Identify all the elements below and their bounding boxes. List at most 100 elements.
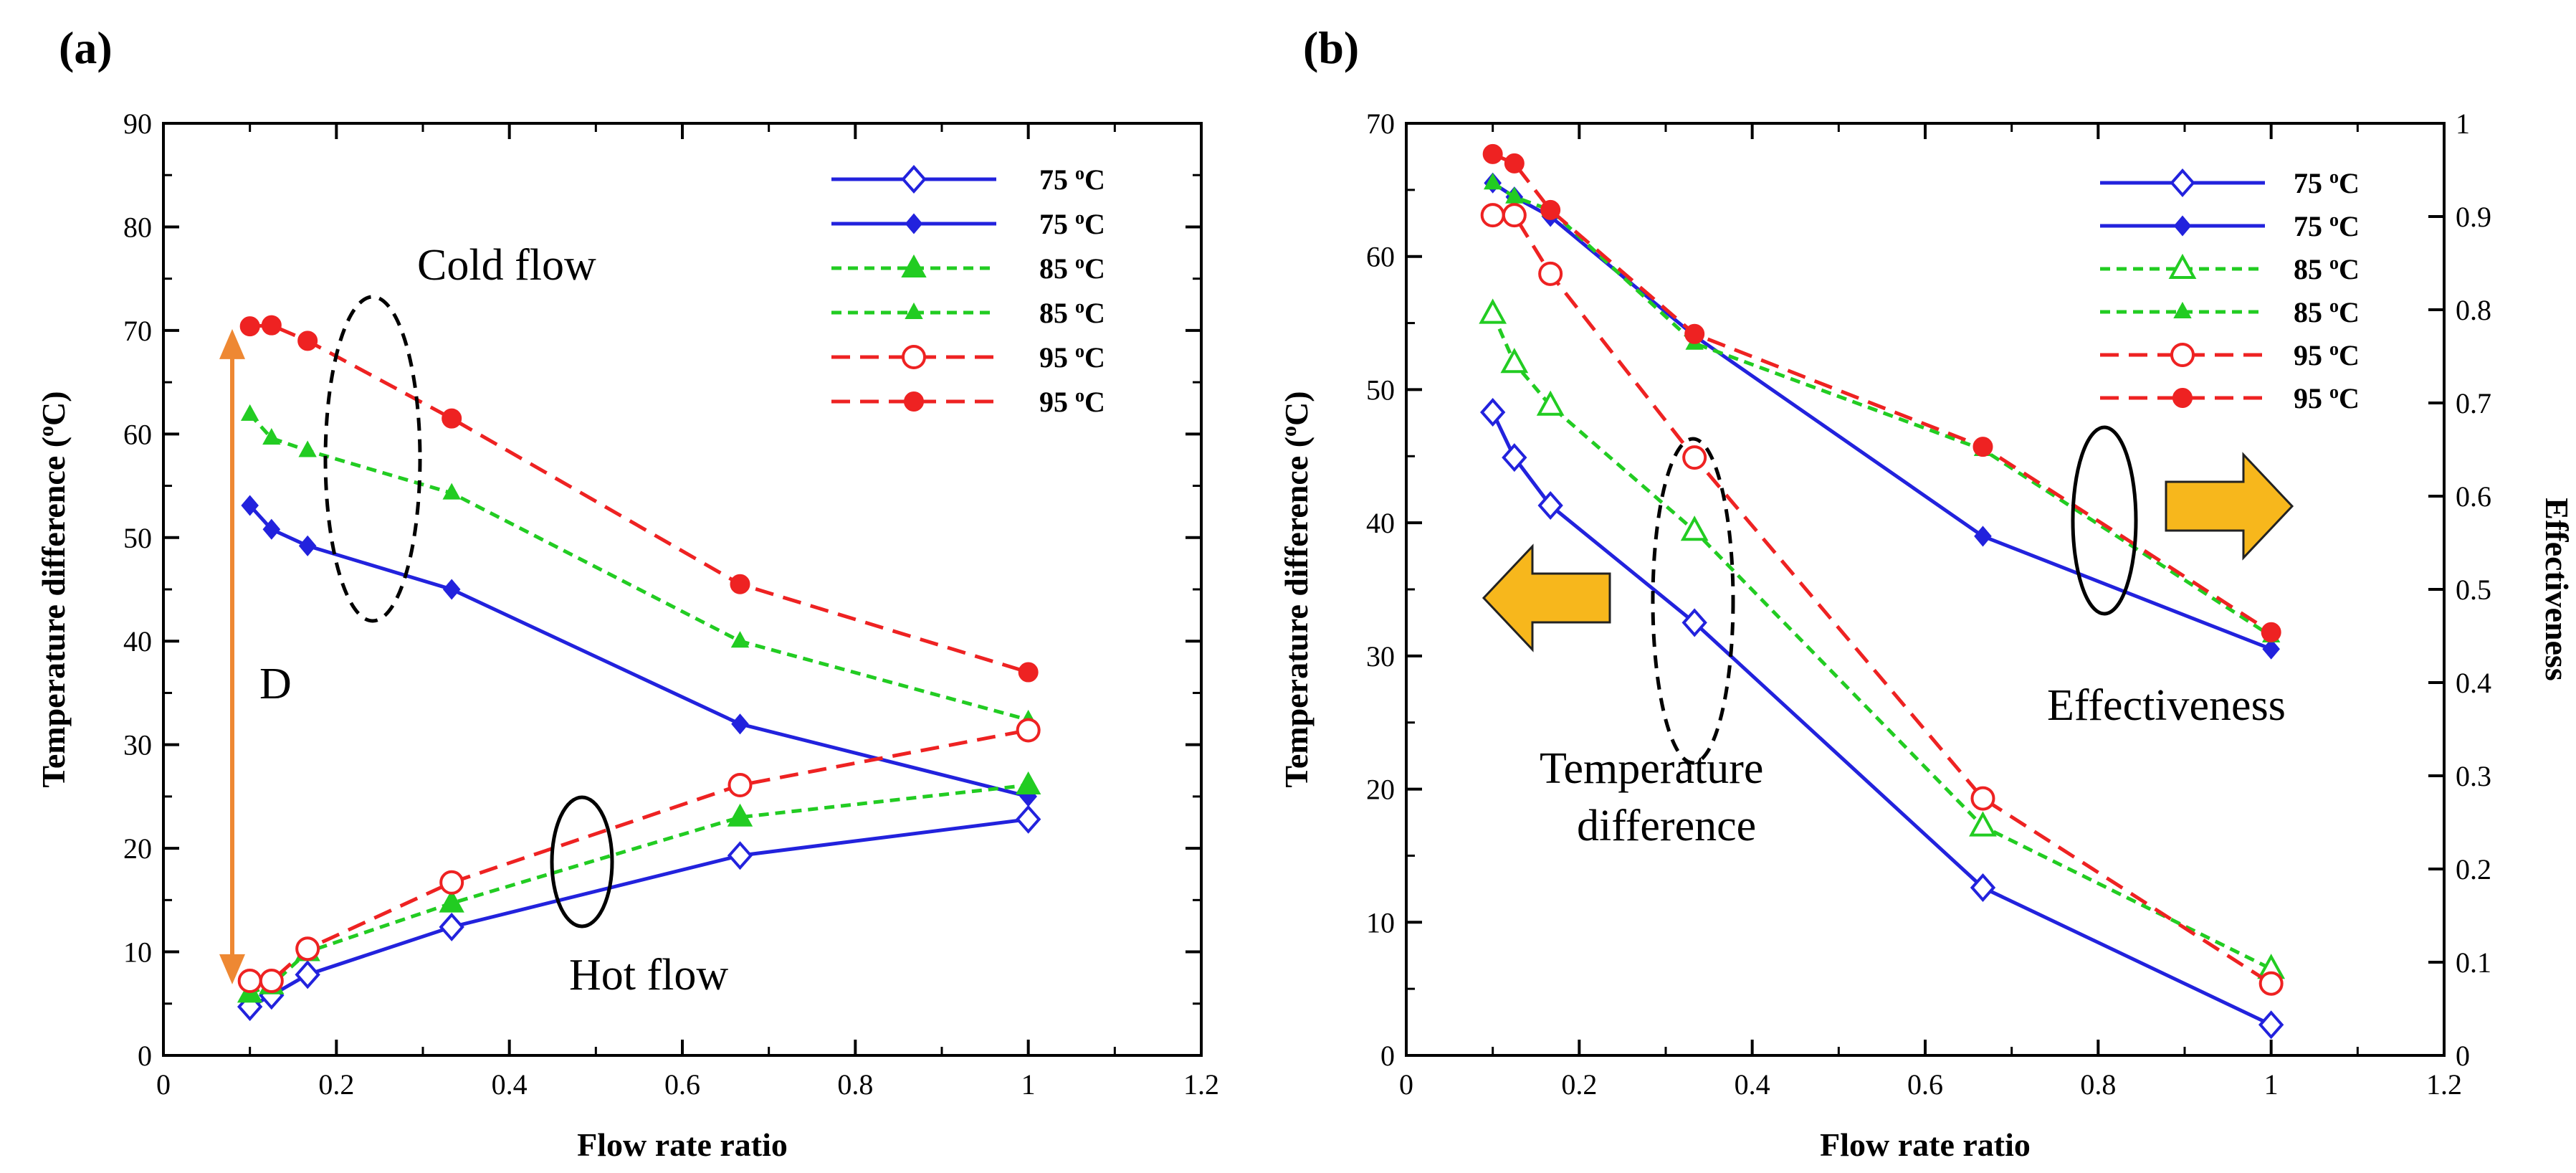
- data-point: [1018, 662, 1039, 683]
- data-point: [1684, 323, 1705, 344]
- x-tick-label: 1.2: [2426, 1068, 2462, 1101]
- legend-label-degree: o: [2329, 166, 2339, 187]
- legend-label: 95 oC: [2294, 381, 2360, 415]
- legend-label-unit: C: [1084, 341, 1105, 374]
- data-point: [1681, 608, 1707, 637]
- legend-marker: [901, 164, 927, 194]
- legend-label-unit: C: [2339, 167, 2360, 199]
- legend-label-degree: o: [2329, 295, 2339, 316]
- legend-label-temp: 95: [1039, 386, 1075, 418]
- data-point: [1969, 811, 1997, 837]
- legend-label: 75 oC: [2294, 209, 2360, 243]
- hot-flow-ellipse: [550, 795, 614, 929]
- data-point: [2258, 1010, 2284, 1040]
- legend-label-unit: C: [1084, 297, 1105, 329]
- data-point: [1540, 199, 1561, 220]
- x-axis-title: Flow rate ratio: [1820, 1126, 2031, 1163]
- legend-label: 95 oC: [1039, 385, 1105, 419]
- series-85-temperature-difference: [1479, 298, 2286, 979]
- y2-tick-label: 0.9: [2456, 201, 2491, 233]
- data-point: [1974, 526, 1992, 547]
- series-95-temperature-difference: [1480, 203, 2284, 996]
- left-arrow-icon: [1482, 543, 1611, 652]
- data-point: [1016, 718, 1041, 743]
- legend-label-temp: 95: [1039, 341, 1075, 374]
- data-point: [439, 889, 464, 913]
- legend-entry: 85 oC: [2100, 252, 2360, 286]
- data-point: [1537, 490, 1563, 521]
- right-arrow-icon: [2165, 452, 2294, 561]
- y2-tick-label: 0.3: [2456, 760, 2491, 792]
- data-point: [2261, 622, 2281, 642]
- chart-panel-b: (b)0 0.2 0.4 0.6 0.8 1 1.201020304050607000.10…: [1277, 22, 2576, 1163]
- data-point: [1502, 443, 1527, 472]
- data-point: [728, 773, 753, 797]
- legend-marker: [2173, 215, 2192, 237]
- y-tick-label: 90: [123, 108, 152, 140]
- x-tick-label: 0.4: [1735, 1068, 1770, 1101]
- data-point: [727, 803, 753, 827]
- data-point: [1536, 390, 1565, 416]
- series-line: [1491, 313, 2272, 971]
- legend-entry: 95 oC: [2100, 381, 2360, 415]
- legend-label: 85 oC: [2294, 252, 2360, 286]
- legend-label-temp: 95: [2294, 339, 2329, 371]
- annotation-temperature: Temperature: [1540, 744, 1763, 793]
- y-tick-label: 60: [1366, 241, 1395, 273]
- legend-label-temp: 95: [2294, 382, 2329, 414]
- y-tick-label: 50: [123, 522, 152, 554]
- x-tick-label: 1.2: [1183, 1068, 1219, 1101]
- x-tick-label: 0.6: [664, 1068, 700, 1101]
- legend-label-unit: C: [2339, 339, 2360, 371]
- y-tick-label: 70: [123, 315, 152, 347]
- data-point: [2262, 638, 2280, 660]
- x-tick-label: 0.2: [1561, 1068, 1597, 1101]
- legend-label: 75 oC: [1039, 207, 1105, 241]
- data-point: [1682, 445, 1707, 470]
- series-75-hot-flow: [237, 804, 1041, 1022]
- data-point: [1502, 203, 1527, 228]
- data-point: [298, 535, 317, 556]
- series-95-hot-flow: [237, 718, 1041, 993]
- x-tick-label: 0.8: [837, 1068, 873, 1101]
- data-point: [239, 316, 260, 337]
- legend-entry: 75 oC: [831, 207, 1105, 241]
- legend-marker: [2170, 168, 2195, 198]
- y2-axis-title: Effectiveness: [2539, 498, 2575, 680]
- series-95-cold-flow: [239, 315, 1039, 683]
- y-tick-label: 10: [123, 936, 152, 969]
- data-point: [1972, 437, 1993, 457]
- legend-entry: 95 oC: [831, 341, 1105, 374]
- annotation-difference: difference: [1577, 802, 1756, 850]
- data-point: [730, 574, 750, 594]
- data-point: [1015, 771, 1041, 794]
- y-tick-label: 30: [123, 729, 152, 761]
- y-axis-title: Temperature difference (oC): [34, 391, 72, 787]
- legend-label-temp: 85: [2294, 296, 2329, 328]
- legend-label-degree: o: [2329, 381, 2339, 402]
- x-tick-label: 0.2: [318, 1068, 354, 1101]
- y-tick-label: 60: [123, 418, 152, 450]
- annotation-d: D: [259, 660, 292, 708]
- data-point: [297, 331, 318, 351]
- data-point: [1504, 153, 1525, 174]
- y-axis-title-part: C): [35, 391, 72, 426]
- legend-marker: [905, 302, 923, 319]
- legend-label-temp: 75: [2294, 210, 2329, 242]
- legend-label-unit: C: [2339, 210, 2360, 242]
- legend-marker: [2173, 301, 2192, 318]
- data-point: [1970, 873, 1996, 903]
- legend-entry: 75 oC: [2100, 166, 2360, 199]
- y-axis-title-part: o: [1277, 426, 1301, 437]
- data-point: [261, 315, 282, 336]
- data-point: [1538, 261, 1563, 286]
- y2-tick-label: 1: [2456, 108, 2470, 140]
- y-tick-label: 0: [138, 1040, 152, 1072]
- y2-tick-label: 0.8: [2456, 294, 2491, 326]
- panel-label: (a): [59, 22, 113, 73]
- data-point: [727, 841, 753, 870]
- legend-label-temp: 75: [2294, 167, 2329, 199]
- legend-label-unit: C: [1084, 252, 1105, 285]
- legend-entry: 95 oC: [831, 385, 1105, 419]
